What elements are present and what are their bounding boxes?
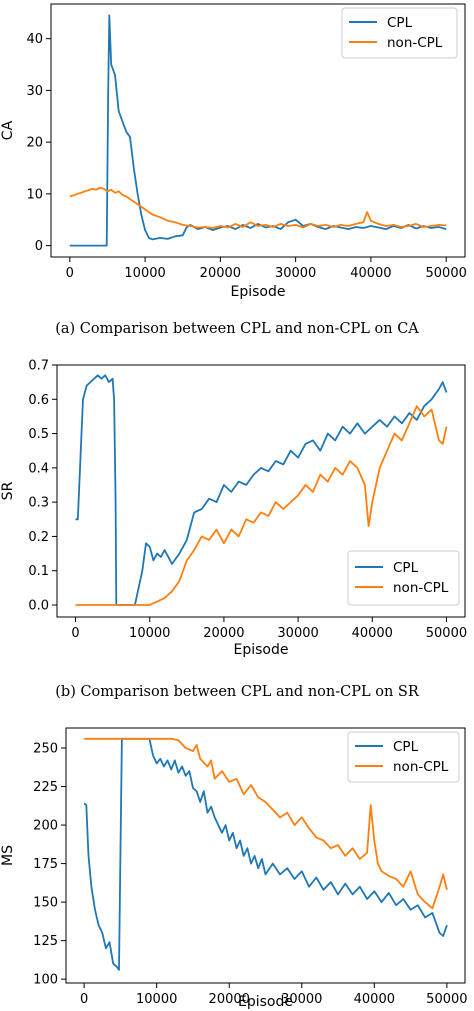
legend-box: [347, 550, 460, 606]
axes-frame: [56, 364, 466, 618]
y-tick-label: 0.3: [28, 496, 49, 511]
series-line-cpl: [75, 374, 448, 606]
y-tick-label: 225: [33, 780, 58, 795]
y-tick-label: 0.7: [28, 359, 49, 374]
y-tick-label: 125: [33, 934, 58, 949]
y-tick-label: 0.6: [28, 393, 49, 408]
x-axis-label: Episode: [238, 994, 293, 1010]
legend: CPL non-CPL: [347, 550, 460, 606]
x-tick-label: 0: [80, 992, 88, 1007]
legend-label-non-cpl: non-CPL: [387, 35, 443, 51]
caption-b: (b) Comparison between CPL and non-CPL o…: [55, 684, 420, 700]
y-tick-label: 40: [26, 32, 43, 47]
x-tick-label: 50000: [426, 266, 467, 281]
x-axis-label: Episode: [234, 642, 289, 658]
plot-area: [83, 737, 448, 971]
legend: CPL non-CPL: [347, 731, 460, 783]
x-tick-label: 20000: [203, 626, 244, 641]
x-tick-label: 0: [71, 626, 79, 641]
x-tick-label: 40000: [354, 992, 395, 1007]
chart-sr: 0 10000 20000 30000 40000 50000 0.0 0.1 0.2 0.3 0.…: [0, 359, 467, 659]
x-tick-label: 30000: [275, 266, 316, 281]
chart-ca: 0 10000 20000 30000 40000 50000 0 10 20 30 40 Episo…: [0, 3, 467, 300]
chart-ms: 0 10000 20000 30000 40000 50000 100 125 150 175 20…: [0, 727, 468, 1010]
y-tick-label: 0.2: [28, 530, 49, 545]
x-tick-label: 20000: [200, 266, 241, 281]
y-axis-label: CA: [0, 120, 16, 140]
series-line-non-cpl: [69, 186, 447, 229]
x-tick-label: 40000: [352, 626, 393, 641]
y-tick-label: 0: [35, 239, 43, 254]
y-tick-label: 200: [33, 819, 58, 834]
legend-label-non-cpl: non-CPL: [393, 580, 449, 596]
y-tick-label: 0.1: [28, 564, 49, 579]
y-tick-label: 10: [26, 187, 43, 202]
legend-box: [341, 7, 458, 59]
series-line-non-cpl: [75, 405, 448, 606]
caption-a: (a) Comparison between CPL and non-CPL o…: [55, 321, 419, 337]
y-tick-label: 20: [26, 136, 43, 151]
y-axis-label: MS: [0, 845, 16, 866]
x-tick-label: 10000: [124, 266, 165, 281]
x-tick-label: 20000: [209, 992, 250, 1007]
legend-label-cpl: CPL: [393, 739, 419, 755]
x-tick-label: 40000: [350, 266, 391, 281]
y-tick-label: 150: [33, 896, 58, 911]
y-tick-label: 0.4: [28, 461, 49, 476]
y-tick-label: 175: [33, 857, 58, 872]
x-tick-label: 0: [66, 266, 74, 281]
series-line-cpl: [83, 737, 448, 971]
y-tick-label: 0.5: [28, 427, 49, 442]
axes-frame: [65, 727, 466, 984]
x-tick-label: 50000: [426, 992, 467, 1007]
x-tick-label: 10000: [136, 992, 177, 1007]
axes-frame: [50, 3, 466, 258]
legend-label-cpl: CPL: [387, 15, 413, 31]
x-tick-label: 10000: [129, 626, 170, 641]
x-tick-label: 30000: [277, 626, 318, 641]
y-tick-label: 0.0: [28, 599, 49, 614]
plot-area: [75, 374, 448, 606]
legend-box: [347, 731, 460, 783]
y-tick-label: 30: [26, 84, 43, 99]
series-line-non-cpl: [84, 737, 448, 910]
x-tick-label: 50000: [426, 626, 467, 641]
y-tick-label: 250: [33, 742, 58, 757]
legend-label-non-cpl: non-CPL: [393, 759, 449, 775]
y-axis-label: SR: [0, 481, 16, 500]
x-axis-label: Episode: [231, 284, 286, 300]
y-tick-label: 100: [33, 973, 58, 988]
x-tick-label: 30000: [281, 992, 322, 1007]
plot-area: [69, 14, 447, 247]
legend-label-cpl: CPL: [393, 560, 419, 576]
legend: CPL non-CPL: [341, 7, 458, 59]
